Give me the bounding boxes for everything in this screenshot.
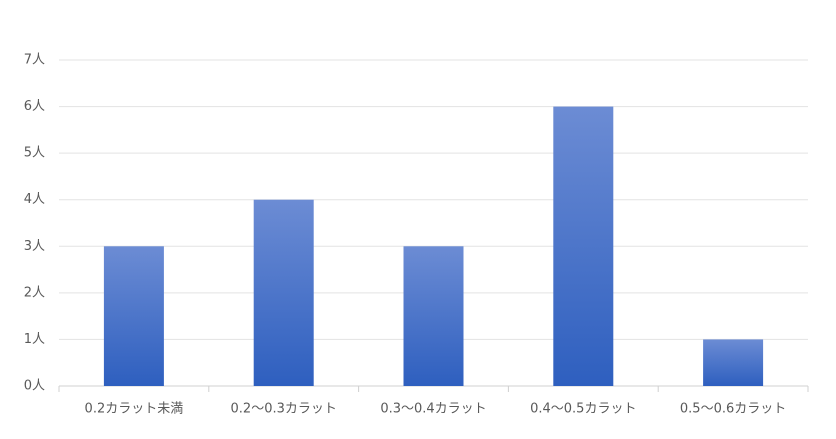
bar xyxy=(553,106,614,387)
bar xyxy=(103,246,164,386)
x-tick-label: 0.2〜0.3カラット xyxy=(231,402,337,417)
bar xyxy=(403,246,464,386)
x-tick-label: 0.5〜0.6カラット xyxy=(680,402,786,417)
bar xyxy=(253,199,314,386)
x-tick-label: 0.2カラット未満 xyxy=(85,402,184,417)
y-tick-label: 0人 xyxy=(24,379,45,394)
y-tick-label: 5人 xyxy=(24,146,45,161)
y-tick-label: 1人 xyxy=(24,332,45,347)
y-tick-label: 4人 xyxy=(24,192,45,207)
y-tick-label: 2人 xyxy=(24,285,45,300)
x-tick-label: 0.3〜0.4カラット xyxy=(380,402,486,417)
x-tick-label: 0.4〜0.5カラット xyxy=(530,402,636,417)
bar xyxy=(703,339,764,386)
y-tick-label: 6人 xyxy=(24,99,45,114)
y-tick-label: 3人 xyxy=(24,239,45,254)
y-tick-label: 7人 xyxy=(24,53,45,68)
